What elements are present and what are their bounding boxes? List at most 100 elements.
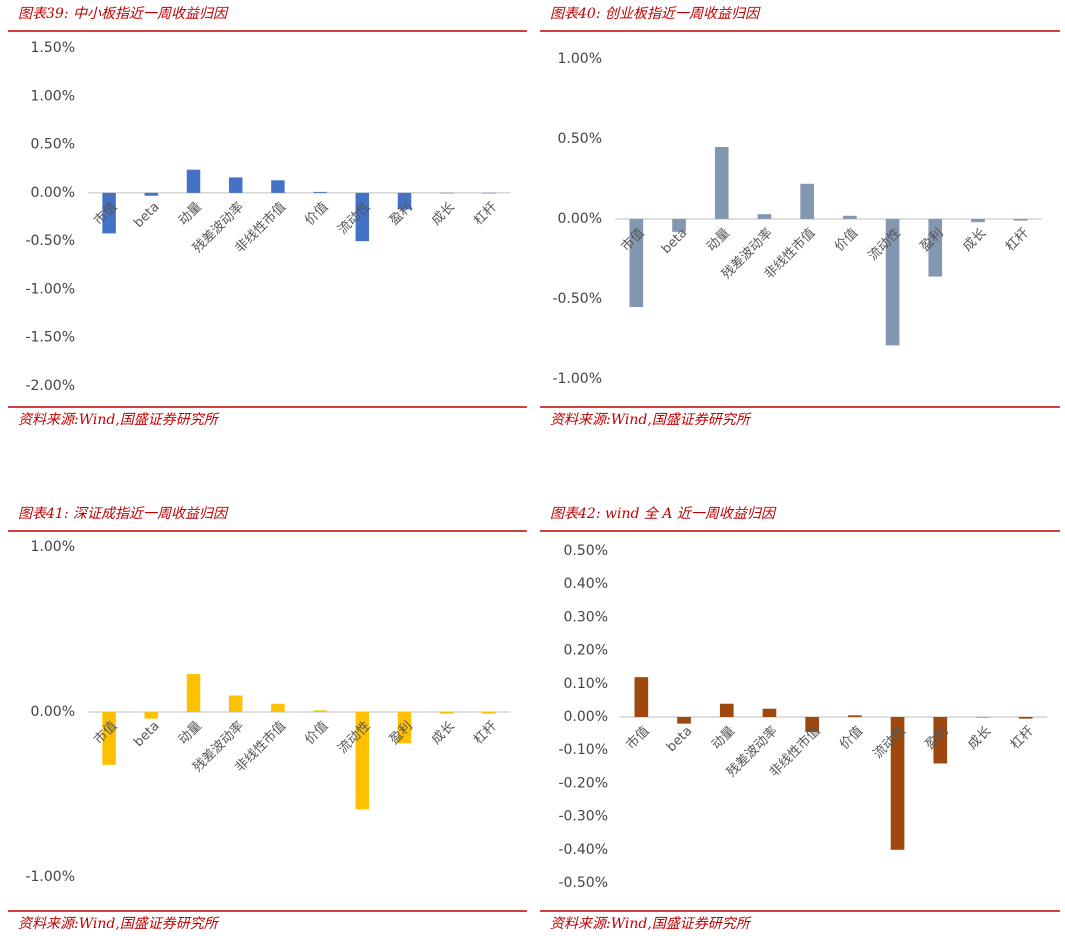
y-tick-label: -0.50% <box>25 233 75 249</box>
x-tick-label: beta <box>131 719 162 750</box>
y-tick-label: 0.20% <box>564 643 608 659</box>
x-tick-label: 市值 <box>618 225 648 255</box>
x-tick-label: 价值 <box>831 225 861 255</box>
x-tick-label: 杠杆 <box>1007 723 1037 753</box>
x-tick-label: beta <box>131 200 162 231</box>
y-tick-label: -1.00% <box>25 281 75 297</box>
x-tick-label: 成长 <box>960 226 989 255</box>
x-tick-label: 杠杆 <box>470 718 500 748</box>
x-tick-label: 动量 <box>176 719 205 748</box>
bar <box>482 712 496 714</box>
source: 资料来源:Wind,国盛证券研究所 <box>550 412 752 428</box>
x-tick-label: 动量 <box>176 200 205 229</box>
y-tick-label: -1.50% <box>25 330 75 346</box>
y-tick-label: -1.00% <box>25 869 75 885</box>
x-tick-label: 盈利 <box>923 724 952 753</box>
x-tick-label: 价值 <box>302 199 332 229</box>
bar <box>672 219 686 232</box>
y-tick-label: -2.00% <box>25 378 75 394</box>
y-tick-label: 0.40% <box>564 576 608 592</box>
y-tick-label: 0.00% <box>31 704 75 720</box>
y-tick-label: 0.50% <box>558 131 602 147</box>
bar <box>355 192 370 242</box>
y-tick-label: -0.10% <box>558 742 608 758</box>
source: 资料来源:Wind,国盛证券研究所 <box>550 916 752 932</box>
bar <box>928 219 943 277</box>
bar <box>144 712 159 719</box>
y-tick-label: 0.00% <box>564 709 608 725</box>
bar <box>843 215 857 219</box>
y-tick-label: 1.00% <box>31 539 75 555</box>
bar <box>397 192 412 210</box>
bar <box>629 219 644 307</box>
bar <box>313 191 327 193</box>
x-tick-label: beta <box>664 724 695 755</box>
x-tick-label: 动量 <box>709 724 738 753</box>
x-tick-label: 盈利 <box>387 200 416 229</box>
y-tick-label: 0.30% <box>564 609 608 625</box>
y-tick-label: 1.00% <box>31 88 75 104</box>
chart-title: 图表39: 中小板指近一周收益归因 <box>18 6 229 22</box>
y-tick-label: 1.00% <box>558 51 602 67</box>
bar <box>186 674 201 712</box>
x-tick-label: 市值 <box>623 723 653 753</box>
chart-title: 图表41: 深证成指近一周收益归因 <box>18 506 229 522</box>
bar <box>102 712 116 765</box>
bar <box>355 712 370 810</box>
bar <box>1018 717 1033 719</box>
bar <box>677 717 691 724</box>
y-tick-label: 0.50% <box>564 543 608 559</box>
chart-title: 图表42: wind 全 A 近一周收益归因 <box>550 506 777 522</box>
source: 资料来源:Wind,国盛证券研究所 <box>18 412 220 428</box>
bar <box>757 214 772 219</box>
bar <box>271 703 285 712</box>
y-tick-label: -0.50% <box>558 875 608 891</box>
bar <box>971 219 985 223</box>
bar <box>805 717 819 732</box>
bar <box>800 183 814 219</box>
source: 资料来源:Wind,国盛证券研究所 <box>18 916 220 932</box>
y-tick-label: -0.20% <box>558 775 608 791</box>
y-tick-label: -0.40% <box>558 842 608 858</box>
bar <box>848 715 862 717</box>
bar <box>482 192 496 194</box>
x-tick-label: 成长 <box>429 200 458 229</box>
x-tick-label: 动量 <box>704 226 733 255</box>
bar <box>439 712 454 714</box>
bar <box>719 703 734 717</box>
bar <box>439 192 454 194</box>
x-tick-label: 市值 <box>91 199 121 229</box>
bar <box>976 717 990 718</box>
y-tick-label: 0.00% <box>558 211 602 227</box>
y-tick-label: -0.30% <box>558 809 608 825</box>
x-tick-label: 杠杆 <box>1002 225 1032 255</box>
bar <box>186 169 201 193</box>
bar <box>228 177 243 193</box>
bar <box>762 708 777 717</box>
bar <box>228 695 243 712</box>
y-tick-label: -1.00% <box>552 371 602 387</box>
bar <box>933 717 948 764</box>
bar <box>313 710 327 712</box>
y-tick-label: 0.00% <box>31 185 75 201</box>
x-tick-label: 成长 <box>965 724 994 753</box>
x-tick-label: 价值 <box>836 723 866 753</box>
bar <box>144 192 159 196</box>
x-tick-label: 盈利 <box>387 719 416 748</box>
bar <box>885 219 900 346</box>
bar <box>102 192 116 234</box>
x-tick-label: 价值 <box>302 718 332 748</box>
x-tick-label: 成长 <box>429 719 458 748</box>
x-tick-label: 盈利 <box>918 226 947 255</box>
y-tick-label: 0.10% <box>564 676 608 692</box>
y-tick-label: -0.50% <box>552 291 602 307</box>
y-tick-label: 1.50% <box>31 40 75 56</box>
bar <box>634 677 649 717</box>
bar <box>1013 219 1028 221</box>
x-tick-label: 杠杆 <box>470 199 500 229</box>
x-tick-label: 市值 <box>91 718 121 748</box>
bar <box>714 147 729 219</box>
y-tick-label: 0.50% <box>31 137 75 153</box>
bar <box>271 180 285 193</box>
